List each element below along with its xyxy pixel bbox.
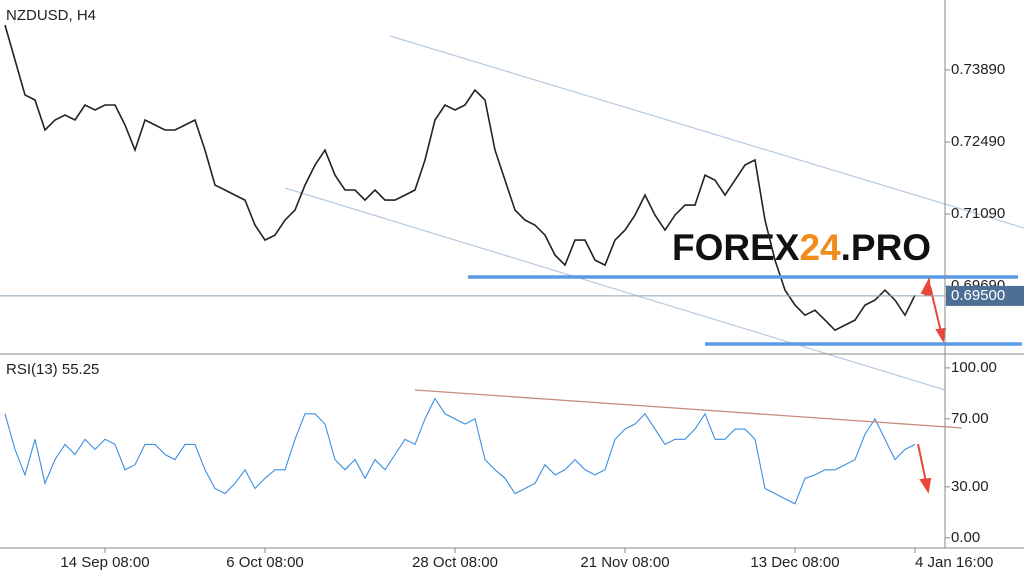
x-tick-label: 13 Dec 08:00 xyxy=(750,554,839,571)
current-price-label: 0.69500 xyxy=(951,287,1005,304)
x-tick-label: 28 Oct 08:00 xyxy=(412,554,498,571)
plots xyxy=(4,24,916,505)
x-tick-label: 21 Nov 08:00 xyxy=(580,554,669,571)
y-tick-label: 30.00 xyxy=(951,478,989,495)
y-tick-label: 0.00 xyxy=(951,529,980,546)
channel-line xyxy=(284,187,946,391)
rsi-trendline xyxy=(414,389,963,429)
chart-title: NZDUSD, H4 xyxy=(6,7,96,24)
x-tick-label: 4 Jan 16:00 xyxy=(915,554,993,571)
rsi-title: RSI(13) 55.25 xyxy=(6,361,99,378)
forecast-arrows xyxy=(917,276,947,494)
watermark: FOREX24.PRO xyxy=(672,227,931,268)
series-line xyxy=(4,24,916,332)
current-price-box xyxy=(946,285,1024,306)
y-tick-label: 100.00 xyxy=(951,359,997,376)
y-tick-label: 0.73890 xyxy=(951,61,1005,78)
y-tick-label: 0.72490 xyxy=(951,133,1005,150)
series-line xyxy=(4,397,916,505)
y-tick-label: 70.00 xyxy=(951,410,989,427)
x-tick-label: 6 Oct 08:00 xyxy=(226,554,304,571)
y-tick-label: 0.71090 xyxy=(951,205,1005,222)
x-tick-label: 14 Sep 08:00 xyxy=(60,554,149,571)
channel-line xyxy=(389,35,1024,229)
